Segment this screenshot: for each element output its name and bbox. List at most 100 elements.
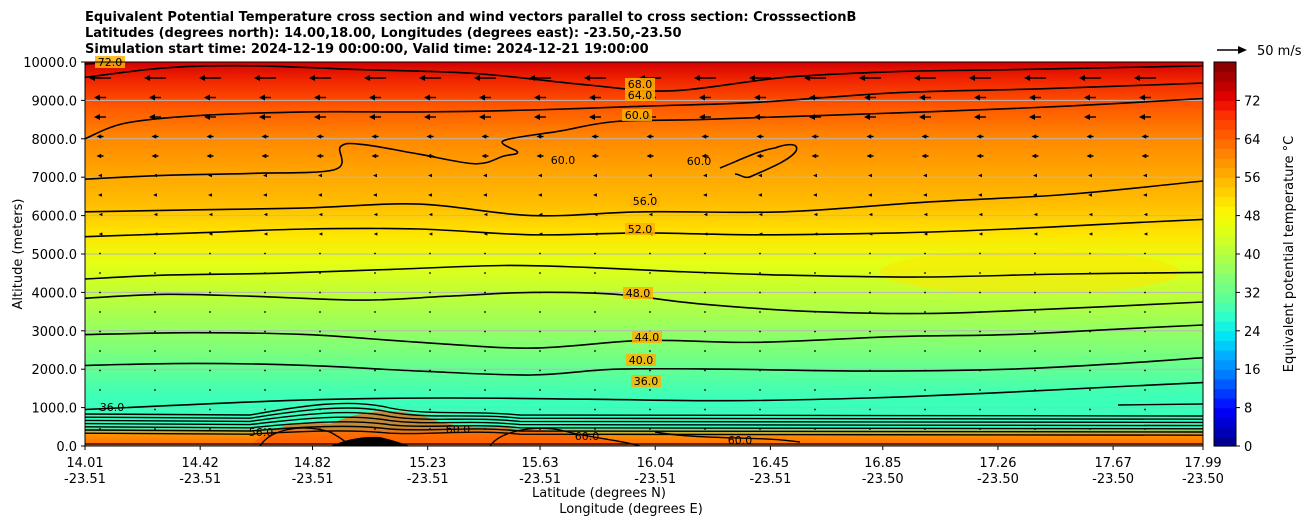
wind-vector: [428, 193, 432, 197]
wind-vector: [694, 75, 716, 81]
wind-vector: [649, 350, 651, 352]
wind-vector: [1034, 467, 1036, 469]
wind-vector: [153, 193, 157, 197]
wind-vector: [924, 252, 926, 255]
wind-vector: [154, 467, 156, 469]
wind-vector: [1089, 408, 1091, 411]
wind-vector: [484, 311, 486, 313]
wind-vector: [704, 252, 706, 255]
wind-vector: [429, 448, 431, 450]
wind-vector: [869, 389, 871, 391]
wind-vector: [704, 506, 706, 508]
wind-vector: [474, 75, 496, 81]
wind-vector: [1088, 212, 1093, 217]
wind-vector: [428, 173, 432, 178]
colorbar-band: [1214, 186, 1236, 197]
colorbar-band: [1214, 330, 1236, 341]
contour-label: 60.0: [625, 109, 650, 122]
x-tick-lon-label: -23.51: [519, 472, 561, 487]
wind-vector: [593, 173, 597, 178]
colorbar-band: [1214, 177, 1236, 188]
wind-vector: [1144, 408, 1146, 411]
wind-vector: [648, 212, 653, 217]
wind-vector: [1089, 506, 1091, 508]
contour-label: 48.0: [626, 287, 651, 300]
wind-vector: [209, 252, 211, 255]
wind-vector: [1144, 467, 1146, 469]
wind-vector: [373, 212, 378, 217]
colorbar-tick-label: 16: [1244, 363, 1261, 378]
contour-label: 60.0: [728, 434, 753, 447]
wind-vector: [484, 467, 486, 469]
contour-label: 64.0: [628, 89, 653, 102]
wind-vector: [209, 350, 211, 352]
wind-vector: [1139, 114, 1151, 120]
wind-vector: [814, 487, 816, 489]
wind-vector: [429, 350, 431, 352]
wind-vector: [978, 212, 983, 217]
wind-vector: [318, 212, 323, 217]
wind-vector: [704, 330, 706, 333]
wind-vector: [1141, 153, 1149, 159]
wind-vector: [99, 272, 101, 274]
wind-vector: [374, 389, 376, 391]
wind-vector: [649, 252, 651, 255]
wind-vector: [538, 193, 542, 197]
wind-vector: [154, 408, 156, 411]
wind-vector: [759, 330, 761, 333]
wind-vector: [364, 75, 386, 81]
wind-vector: [209, 311, 211, 313]
x-tick-lon-label: -23.51: [749, 472, 791, 487]
wind-vector: [419, 75, 441, 81]
wind-vector: [99, 350, 101, 352]
wind-vector: [924, 350, 926, 352]
wind-vector: [1134, 75, 1156, 81]
x-tick-lon-label: -23.50: [1182, 472, 1224, 487]
wind-vector: [864, 114, 876, 120]
x-tick-lon-label: -23.50: [1092, 472, 1134, 487]
colorbar-band: [1214, 321, 1236, 332]
wind-vector: [758, 193, 762, 197]
wind-vector: [864, 94, 876, 101]
colorbar-band: [1214, 340, 1236, 351]
wind-vector: [199, 75, 221, 81]
wind-vector: [373, 232, 378, 236]
wind-vector: [1143, 232, 1148, 236]
wind-vector: [869, 252, 871, 255]
wind-vector: [99, 311, 101, 313]
wind-vector: [924, 467, 926, 469]
colorbar-band: [1214, 359, 1236, 370]
wind-vector: [594, 350, 596, 352]
wind-vector: [96, 134, 104, 139]
surface-contour: [489, 427, 641, 446]
wind-vector: [1029, 114, 1041, 120]
wind-vector: [704, 389, 706, 391]
y-tick-label: 8000.0: [32, 133, 78, 148]
wind-vector: [704, 350, 706, 352]
wind-vector: [923, 212, 928, 217]
wind-vector: [814, 389, 816, 391]
wind-vector: [539, 252, 541, 255]
wind-vector: [1143, 193, 1147, 197]
wind-vector: [979, 389, 981, 391]
wind-vector: [704, 448, 706, 450]
x-axis: 14.01-23.5114.42-23.5114.82-23.5115.23-2…: [64, 446, 1224, 487]
colorbar-band: [1214, 196, 1236, 207]
wind-vector: [974, 94, 986, 101]
wind-vector: [1086, 153, 1094, 159]
surface-contour: [85, 411, 1203, 424]
wind-vector: [319, 389, 321, 391]
wind-vector: [704, 467, 706, 469]
colorbar-band: [1214, 302, 1236, 313]
wind-vector: [429, 506, 431, 508]
wind-vector: [144, 75, 166, 81]
wind-vector: [1033, 232, 1038, 236]
wind-vector: [153, 212, 158, 217]
wind-vector: [264, 389, 266, 391]
wind-vector: [814, 448, 816, 450]
wind-vector: [1086, 134, 1094, 139]
wind-vector: [584, 75, 606, 81]
x-tick-lon-label: -23.51: [634, 472, 676, 487]
x-tick-lat-label: 17.99: [1184, 456, 1221, 471]
wind-vector: [429, 330, 431, 333]
